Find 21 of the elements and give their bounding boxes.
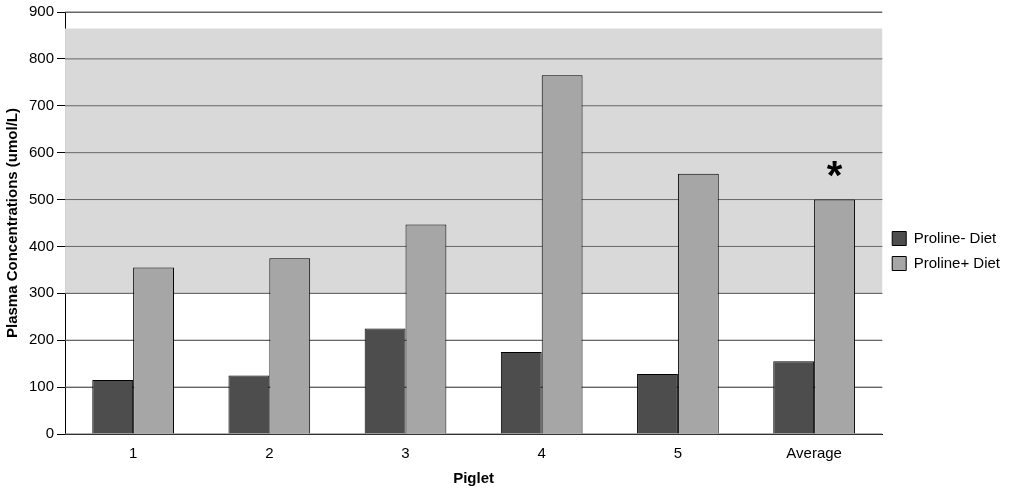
x-tick-label: Average bbox=[786, 444, 842, 462]
y-axis-title: Plasma Concentrations (umol/L) bbox=[3, 107, 21, 339]
y-tick-label: 500 bbox=[29, 189, 55, 207]
y-tick-label: 200 bbox=[29, 330, 55, 348]
x-axis-title: Piglet bbox=[453, 469, 495, 487]
y-tick-label: 400 bbox=[29, 236, 55, 254]
y-tick-label: 600 bbox=[29, 142, 55, 160]
y-tick-label: 0 bbox=[45, 424, 55, 442]
x-tick-label: 4 bbox=[537, 444, 546, 462]
x-tick-label: 5 bbox=[673, 444, 683, 462]
y-tick-label: 700 bbox=[29, 95, 55, 113]
y-tick-label: 800 bbox=[29, 49, 55, 67]
y-tick-label: 300 bbox=[29, 283, 55, 301]
x-tick-label: 2 bbox=[265, 444, 274, 462]
legend-label: Proline- Diet bbox=[913, 228, 998, 246]
legend-label: Proline+ Diet bbox=[913, 253, 1001, 271]
x-tick-label: 3 bbox=[401, 444, 410, 462]
x-tick-label: 1 bbox=[128, 444, 138, 462]
y-tick-label: 100 bbox=[29, 377, 55, 395]
y-tick-label: 900 bbox=[29, 2, 55, 20]
annotation: * bbox=[826, 152, 843, 197]
